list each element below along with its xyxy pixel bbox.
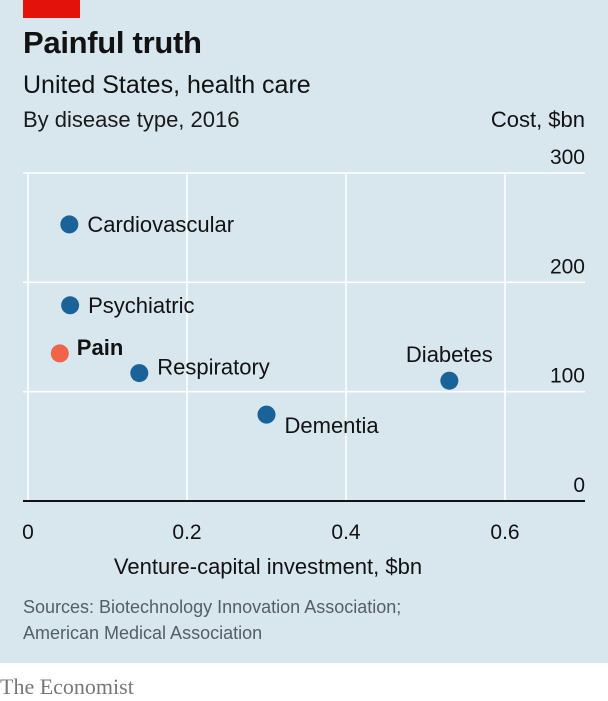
brand-logo-text: The Economist: [0, 674, 134, 699]
data-point-diabetes: [440, 371, 459, 390]
x-tick-label-2: 0.4: [331, 521, 361, 544]
data-point-cardiovascular: [60, 215, 79, 234]
y-tick-label-0: 0: [573, 474, 585, 497]
chart-subtitle-secondary: By disease type, 2016: [23, 107, 240, 132]
brand-red-tag: [23, 0, 80, 18]
y-tick-label-100: 100: [550, 365, 585, 388]
x-tick-label-3: 0.6: [490, 521, 519, 544]
chart-title: Painful truth: [23, 25, 202, 60]
y-axis-unit-label: Cost, $bn: [490, 107, 585, 132]
chart-subtitle: United States, health care: [23, 71, 311, 99]
chart-panel: [0, 0, 608, 663]
data-label-pain: Pain: [77, 335, 123, 360]
data-point-pain: [50, 344, 69, 363]
data-point-respiratory: [130, 364, 149, 383]
source-note-line-1: Sources: Biotechnology Innovation Associ…: [23, 597, 402, 617]
x-tick-label-1: 0.2: [172, 521, 201, 544]
data-label-dementia: Dementia: [285, 413, 380, 438]
data-point-psychiatric: [61, 296, 80, 315]
source-note-line-2: American Medical Association: [23, 623, 263, 643]
x-axis-label: Venture-capital investment, $bn: [113, 554, 423, 579]
y-tick-label-200: 200: [550, 255, 585, 278]
data-label-cardiovascular: Cardiovascular: [87, 212, 234, 237]
data-label-psychiatric: Psychiatric: [88, 293, 194, 318]
data-point-dementia: [257, 405, 276, 424]
x-tick-label-0: 0: [22, 521, 34, 544]
data-label-respiratory: Respiratory: [157, 355, 269, 380]
data-label-diabetes: Diabetes: [406, 342, 493, 367]
y-tick-label-300: 300: [550, 146, 585, 169]
